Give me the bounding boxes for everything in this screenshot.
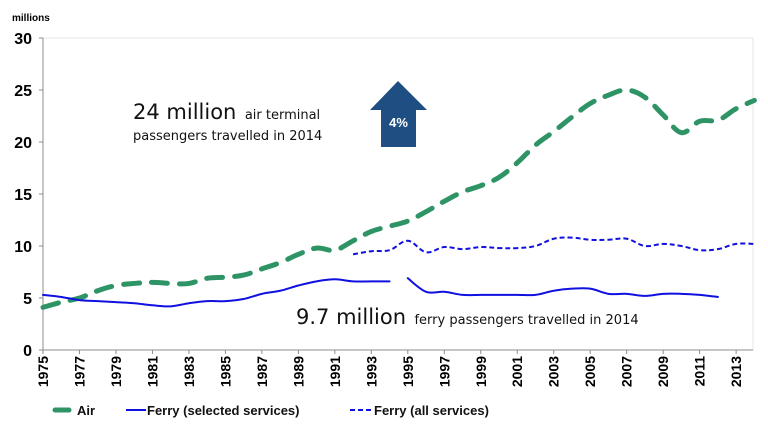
x-tick-label: 1977: [71, 356, 87, 387]
legend-label-ferry-all: Ferry (all services): [374, 403, 489, 418]
legend-item-ferry-all: Ferry (all services): [350, 403, 489, 418]
series-air: [40, 87, 757, 310]
legend-item-air: Air: [52, 403, 95, 418]
ferry-annotation-figure: 9.7 million: [296, 305, 406, 329]
x-tick-label: 2007: [619, 356, 635, 387]
up-arrow-icon: [370, 81, 427, 147]
y-tick-label: 15: [14, 187, 32, 204]
x-tick-label: 2011: [692, 356, 708, 387]
growth-arrow-label: 4%: [389, 115, 408, 130]
legend-label-ferry-selected: Ferry (selected services): [147, 403, 299, 418]
x-tick-label: 1975: [35, 356, 51, 387]
legend-item-ferry-selected: Ferry (selected services): [126, 403, 299, 418]
y-tick-label: 10: [14, 239, 32, 256]
x-axis: 1975 1977 1979 1981 1983 1985 1987 1989 1991 1993…: [35, 349, 753, 387]
svg-text:9.7 million ferry passen: 9.7 million ferry passengers travelled i…: [296, 305, 639, 329]
x-tick-label: 2001: [509, 356, 525, 387]
series-line-air: [40, 87, 757, 310]
ferry-annotation-text: ferry passengers travelled in 2014: [414, 313, 638, 328]
y-unit-label: millions: [12, 13, 50, 24]
y-tick-label: 0: [23, 343, 32, 360]
x-tick-label: 1979: [108, 356, 124, 387]
legend-label-air: Air: [77, 403, 95, 418]
x-tick-label: 1993: [363, 356, 379, 387]
x-tick-label: 1995: [400, 356, 416, 387]
y-tick-label: 5: [23, 291, 32, 308]
series-group: [40, 87, 757, 310]
x-tick-label: 1999: [473, 356, 489, 387]
x-tick-label: 2005: [582, 356, 598, 387]
legend: Air Ferry (selected services) Ferry (all…: [52, 403, 489, 418]
ferry-annotation: 9.7 million ferry passengers travelled i…: [296, 305, 639, 329]
x-tick-label: 1991: [327, 356, 343, 387]
series-ferry-all-services: [352, 236, 755, 256]
y-tick-label: 25: [14, 83, 32, 100]
growth-arrow: 4%: [370, 81, 427, 147]
series-ferry-selected-services: [42, 277, 719, 308]
series-line-ferry-all-services: [352, 236, 755, 256]
air-annotation-text-line2: passengers travelled in 2014: [133, 129, 322, 144]
svg-text:24 million air terminal: 24 million air terminal: [133, 100, 320, 124]
x-tick-label: 2013: [728, 356, 744, 387]
y-axis: 0 5 10 15 20 25 30: [14, 31, 44, 360]
y-tick-label: 20: [14, 135, 32, 152]
x-tick-label: 1989: [290, 356, 306, 387]
x-tick-label: 1987: [254, 356, 270, 387]
x-tick-label: 1997: [436, 356, 452, 387]
x-tick-label: 2003: [546, 356, 562, 387]
air-annotation-text: air terminal: [245, 108, 320, 123]
series-line-ferry-selected-services: [406, 277, 719, 298]
air-annotation-figure: 24 million: [133, 100, 236, 124]
air-annotation: 24 million air terminal passengers trave…: [133, 100, 322, 144]
x-tick-label: 2009: [655, 356, 671, 387]
x-tick-label: 1985: [217, 356, 233, 387]
x-tick-label: 1981: [144, 356, 160, 387]
y-tick-label: 30: [14, 31, 32, 48]
series-line-ferry-selected-services: [42, 278, 391, 308]
x-tick-label: 1983: [181, 356, 197, 387]
